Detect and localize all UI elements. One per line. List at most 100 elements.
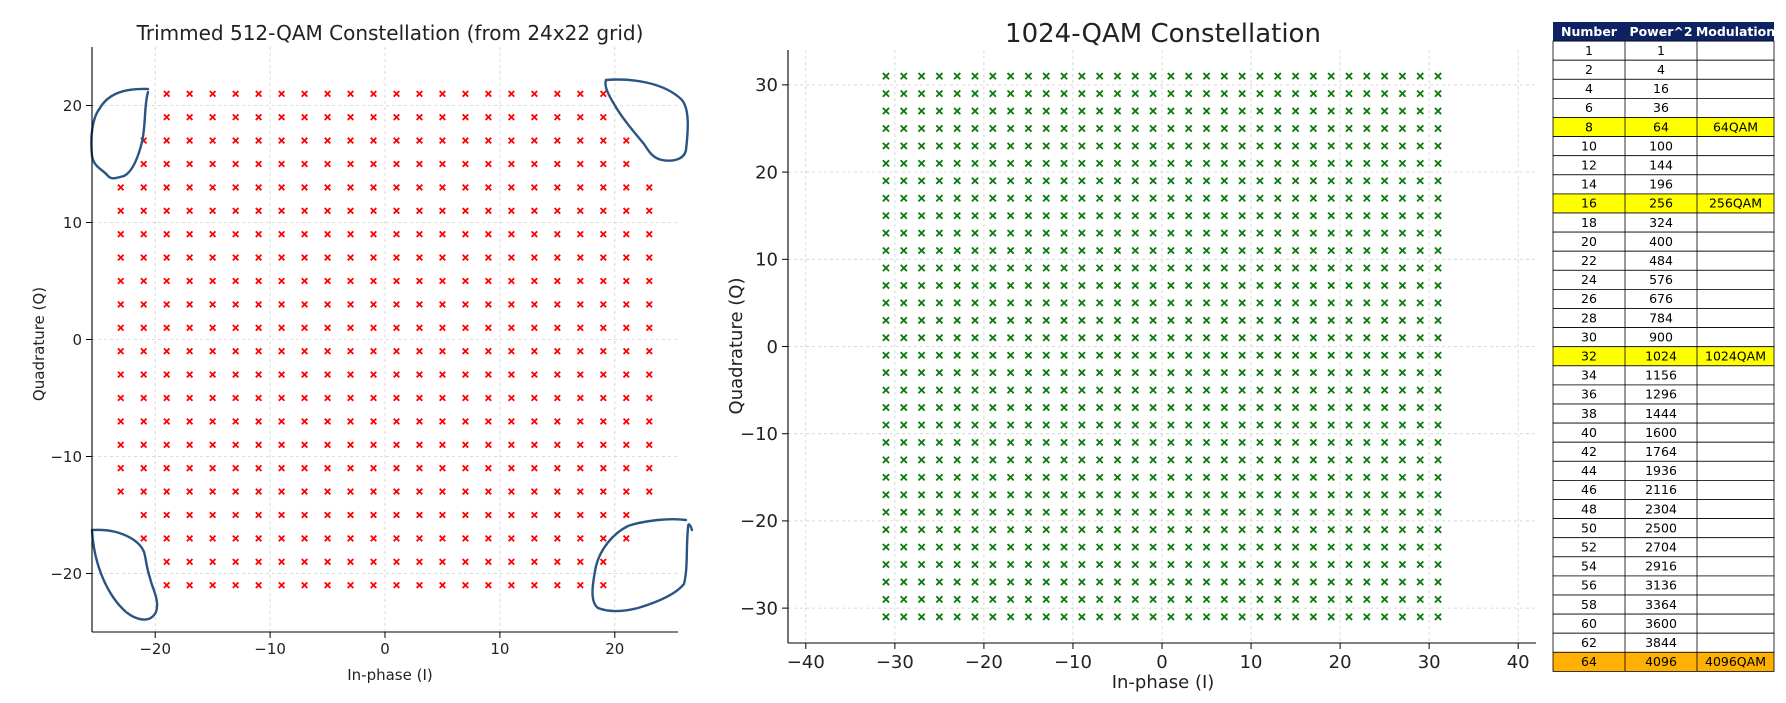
constellation-point (1274, 334, 1282, 342)
chart-title: 1024-QAM Constellation (1005, 19, 1321, 49)
constellation-point (1291, 299, 1300, 307)
constellation-point (393, 113, 400, 121)
constellation-point (461, 254, 469, 262)
constellation-point (1184, 368, 1193, 377)
constellation-point (347, 277, 354, 285)
constellation-point (645, 441, 653, 449)
constellation-point (1024, 107, 1033, 115)
constellation-point (953, 316, 961, 325)
constellation-point (347, 137, 354, 145)
constellation-point (1149, 246, 1157, 255)
constellation-point (1416, 194, 1424, 202)
constellation-point (140, 488, 148, 496)
constellation-point (1202, 194, 1211, 202)
constellation-point (1202, 281, 1211, 290)
constellation-point (1078, 142, 1086, 150)
constellation-point (530, 113, 538, 121)
constellation-point (1398, 177, 1407, 185)
constellation-point (1363, 72, 1371, 80)
constellation-point (1398, 578, 1407, 586)
constellation-point (1434, 229, 1442, 237)
constellation-point (989, 89, 997, 98)
constellation-point (1184, 508, 1193, 516)
constellation-point (1327, 72, 1335, 80)
constellation-point (1274, 107, 1282, 115)
constellation-point (1434, 403, 1442, 412)
constellation-point (917, 386, 926, 394)
constellation-point (1238, 281, 1246, 290)
constellation-point (1167, 595, 1175, 604)
constellation-point (278, 511, 286, 519)
constellation-point (1042, 403, 1050, 412)
constellation-point (1274, 473, 1282, 482)
constellation-point (393, 581, 400, 589)
constellation-point (1131, 72, 1140, 80)
constellation-point (1309, 177, 1318, 185)
constellation-point (1327, 159, 1335, 168)
constellation-point (1113, 177, 1122, 185)
constellation-point (255, 394, 263, 402)
constellation-point (301, 160, 309, 168)
constellation-point (163, 90, 171, 98)
constellation-point (1291, 316, 1300, 325)
constellation-point (370, 113, 377, 121)
constellation-point (1363, 229, 1371, 237)
constellation-point (439, 277, 446, 285)
constellation-point (1434, 386, 1442, 394)
constellation-point (347, 488, 354, 496)
constellation-point (278, 394, 286, 402)
constellation-point (1220, 159, 1229, 168)
constellation-point (1274, 560, 1282, 569)
constellation-point (393, 207, 400, 215)
constellation-point (416, 137, 423, 145)
constellation-point (255, 558, 263, 566)
constellation-point (900, 456, 908, 464)
constellation-point (1113, 491, 1122, 499)
constellation-point (1434, 107, 1442, 115)
constellation-point (461, 300, 469, 308)
constellation-point (1113, 543, 1122, 551)
constellation-point (507, 207, 515, 215)
constellation-point (1131, 421, 1140, 429)
constellation-point (1184, 194, 1193, 202)
table-cell: 64 (1581, 654, 1597, 669)
constellation-point (1024, 613, 1033, 621)
constellation-point (1434, 421, 1442, 429)
constellation-point (1149, 211, 1157, 220)
constellation-point (953, 89, 961, 98)
constellation-point (971, 107, 979, 115)
constellation-point (484, 90, 492, 98)
constellation-point (1149, 438, 1157, 447)
constellation-point (1434, 177, 1442, 185)
constellation-point (1024, 543, 1033, 551)
constellation-point (1006, 246, 1015, 255)
constellation-point (1380, 560, 1389, 569)
grid-lines (788, 50, 1536, 643)
constellation-point (1220, 351, 1229, 359)
constellation-point (1078, 107, 1086, 115)
constellation-point (553, 347, 561, 355)
constellation-point (1131, 578, 1140, 586)
constellation-point (935, 177, 944, 185)
constellation-point (989, 281, 997, 290)
constellation-point (1220, 525, 1229, 534)
constellation-point (1309, 473, 1318, 482)
constellation-point (1131, 229, 1140, 237)
constellation-point (1167, 281, 1175, 290)
constellation-point (599, 558, 607, 566)
constellation-point (599, 347, 607, 355)
constellation-point (507, 511, 515, 519)
constellation-point (553, 441, 561, 449)
constellation-point (370, 441, 377, 449)
constellation-point (1238, 107, 1246, 115)
y-tick-label: 10 (755, 250, 778, 271)
constellation-point (1024, 124, 1033, 133)
constellation-point (917, 89, 926, 98)
constellation-point (1416, 299, 1424, 307)
constellation-point (324, 371, 331, 379)
constellation-point (1220, 543, 1229, 551)
constellation-point (1256, 124, 1264, 133)
constellation-point (599, 417, 607, 425)
constellation-point (1060, 72, 1068, 80)
constellation-point (461, 464, 469, 472)
